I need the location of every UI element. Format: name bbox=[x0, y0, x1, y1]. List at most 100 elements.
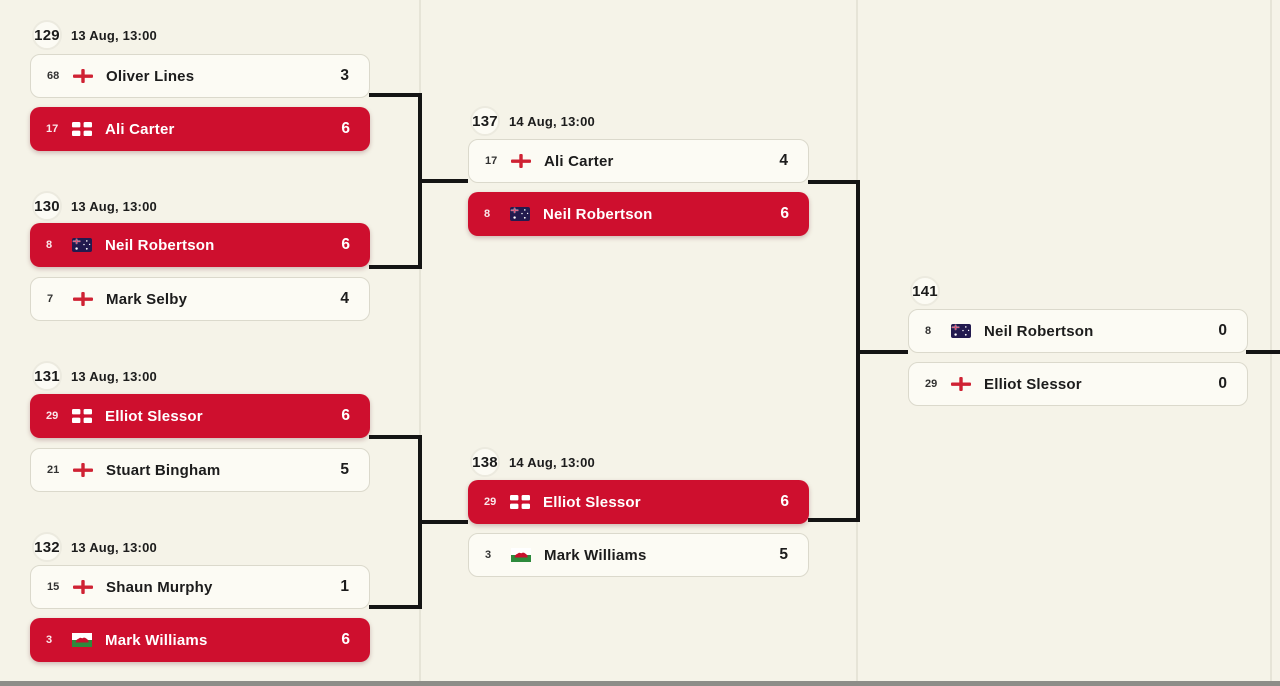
wales-flag-icon bbox=[511, 548, 531, 562]
connector-line bbox=[418, 520, 468, 524]
player-row-neil-robertson[interactable]: 8 Neil Robertson 6 bbox=[468, 192, 809, 236]
connector-line bbox=[856, 350, 908, 354]
player-seed: 8 bbox=[925, 325, 932, 337]
player-row-shaun-murphy[interactable]: 15 Shaun Murphy 1 bbox=[30, 565, 370, 609]
player-row-oliver-lines[interactable]: 68 Oliver Lines 3 bbox=[30, 54, 370, 98]
player-name: Elliot Slessor bbox=[984, 375, 1082, 393]
match-138-header: 138 14 Aug, 13:00 bbox=[470, 447, 595, 477]
player-name: Stuart Bingham bbox=[106, 461, 221, 479]
match-datetime: 13 Aug, 13:00 bbox=[71, 539, 157, 555]
player-name: Mark Williams bbox=[544, 546, 647, 564]
player-seed: 21 bbox=[47, 464, 60, 476]
player-row-ali-carter[interactable]: 17 Ali Carter 4 bbox=[468, 139, 809, 183]
player-score: 0 bbox=[1218, 322, 1227, 339]
player-row-stuart-bingham[interactable]: 21 Stuart Bingham 5 bbox=[30, 448, 370, 492]
australia-flag-icon bbox=[72, 238, 92, 252]
column-divider bbox=[1270, 0, 1272, 686]
australia-flag-icon bbox=[951, 324, 971, 338]
player-name: Neil Robertson bbox=[543, 205, 653, 223]
connector-line bbox=[369, 265, 422, 269]
player-name: Shaun Murphy bbox=[106, 578, 213, 596]
player-row-ali-carter[interactable]: 17 Ali Carter 6 bbox=[30, 107, 370, 151]
match-130-header: 130 13 Aug, 13:00 bbox=[32, 191, 157, 221]
match-datetime: 13 Aug, 13:00 bbox=[71, 198, 157, 214]
player-score: 3 bbox=[340, 67, 349, 84]
player-seed: 29 bbox=[925, 378, 938, 390]
england-flag-icon bbox=[72, 409, 92, 423]
player-seed: 17 bbox=[485, 155, 498, 167]
wales-flag-icon bbox=[72, 633, 92, 647]
player-name: Elliot Slessor bbox=[543, 493, 641, 511]
column-divider bbox=[419, 0, 421, 686]
player-name: Ali Carter bbox=[544, 152, 614, 170]
player-seed: 15 bbox=[47, 581, 60, 593]
match-number-badge: 138 bbox=[470, 447, 500, 477]
connector-line bbox=[418, 179, 468, 183]
match-number-badge: 130 bbox=[32, 191, 62, 221]
connector-line bbox=[369, 93, 422, 97]
match-number-badge: 131 bbox=[32, 361, 62, 391]
player-name: Mark Selby bbox=[106, 290, 188, 308]
england-flag-icon bbox=[73, 463, 93, 477]
match-datetime: 14 Aug, 13:00 bbox=[509, 454, 595, 470]
player-seed: 3 bbox=[485, 549, 492, 561]
player-score: 6 bbox=[780, 493, 789, 510]
player-seed: 7 bbox=[47, 293, 54, 305]
connector-line bbox=[369, 605, 422, 609]
player-row-elliot-slessor[interactable]: 29 Elliot Slessor 6 bbox=[30, 394, 370, 438]
player-name: Neil Robertson bbox=[105, 236, 215, 254]
player-seed: 3 bbox=[46, 634, 53, 646]
player-name: Neil Robertson bbox=[984, 322, 1094, 340]
connector-line bbox=[369, 435, 422, 439]
player-score: 0 bbox=[1218, 375, 1227, 392]
player-seed: 17 bbox=[46, 123, 59, 135]
player-name: Elliot Slessor bbox=[105, 407, 203, 425]
england-flag-icon bbox=[510, 495, 530, 509]
player-seed: 68 bbox=[47, 70, 60, 82]
connector-line bbox=[1246, 350, 1280, 354]
england-flag-icon bbox=[73, 292, 93, 306]
england-flag-icon bbox=[72, 122, 92, 136]
match-number-badge: 129 bbox=[32, 20, 62, 50]
match-141-header: 141 bbox=[910, 276, 949, 306]
player-score: 6 bbox=[780, 205, 789, 222]
australia-flag-icon bbox=[510, 207, 530, 221]
player-name: Ali Carter bbox=[105, 120, 175, 138]
player-row-elliot-slessor[interactable]: 29 Elliot Slessor 6 bbox=[468, 480, 809, 524]
match-137-header: 137 14 Aug, 13:00 bbox=[470, 106, 595, 136]
horizontal-scrollbar[interactable] bbox=[0, 681, 1280, 686]
player-row-neil-robertson[interactable]: 8 Neil Robertson 0 bbox=[908, 309, 1248, 353]
player-score: 6 bbox=[341, 631, 350, 648]
england-flag-icon bbox=[511, 154, 531, 168]
england-flag-icon bbox=[951, 377, 971, 391]
player-seed: 8 bbox=[46, 239, 53, 251]
match-datetime: 13 Aug, 13:00 bbox=[71, 27, 157, 43]
player-score: 4 bbox=[340, 290, 349, 307]
match-131-header: 131 13 Aug, 13:00 bbox=[32, 361, 157, 391]
match-number-badge: 137 bbox=[470, 106, 500, 136]
player-row-neil-robertson[interactable]: 8 Neil Robertson 6 bbox=[30, 223, 370, 267]
player-score: 5 bbox=[340, 461, 349, 478]
connector-line bbox=[808, 180, 860, 184]
player-score: 4 bbox=[779, 152, 788, 169]
player-row-mark-selby[interactable]: 7 Mark Selby 4 bbox=[30, 277, 370, 321]
match-datetime: 14 Aug, 13:00 bbox=[509, 113, 595, 129]
connector-line bbox=[808, 518, 860, 522]
player-row-elliot-slessor[interactable]: 29 Elliot Slessor 0 bbox=[908, 362, 1248, 406]
player-score: 5 bbox=[779, 546, 788, 563]
player-score: 6 bbox=[341, 120, 350, 137]
england-flag-icon bbox=[73, 580, 93, 594]
player-seed: 8 bbox=[484, 208, 491, 220]
match-132-header: 132 13 Aug, 13:00 bbox=[32, 532, 157, 562]
player-row-mark-williams[interactable]: 3 Mark Williams 6 bbox=[30, 618, 370, 662]
match-129-header: 129 13 Aug, 13:00 bbox=[32, 20, 157, 50]
player-seed: 29 bbox=[46, 410, 59, 422]
match-datetime: 13 Aug, 13:00 bbox=[71, 368, 157, 384]
player-name: Oliver Lines bbox=[106, 67, 195, 85]
england-flag-icon bbox=[73, 69, 93, 83]
match-number-badge: 141 bbox=[910, 276, 940, 306]
player-score: 6 bbox=[341, 236, 350, 253]
player-row-mark-williams[interactable]: 3 Mark Williams 5 bbox=[468, 533, 809, 577]
player-name: Mark Williams bbox=[105, 631, 208, 649]
